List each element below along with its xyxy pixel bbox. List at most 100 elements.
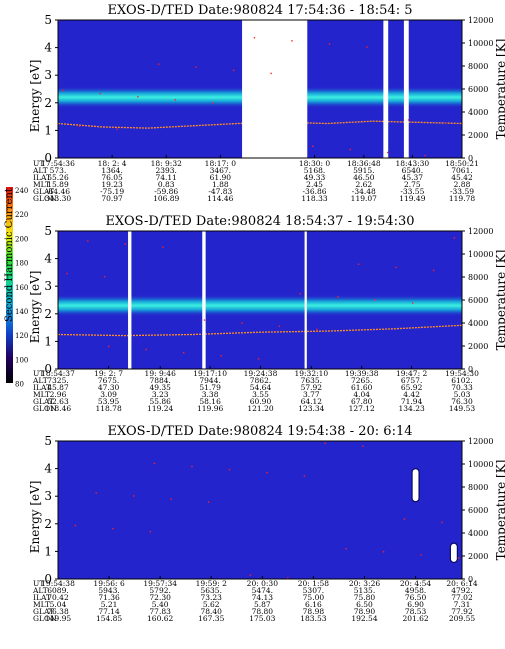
row-label: ILAT	[33, 383, 51, 392]
colorbar-tick-label: 140	[15, 308, 28, 316]
noise-speck	[58, 20, 60, 22]
row-value: 19:32:10	[294, 369, 328, 378]
row-value: 6757.	[401, 376, 422, 385]
row-value: 19:54:38	[41, 579, 75, 588]
spectrogram-panel: EXOS-D/TED Date:980824 19:54:38 - 20: 6:…	[28, 424, 505, 623]
row-label: ALT	[32, 586, 48, 595]
noise-speck	[357, 263, 360, 265]
noise-speck	[445, 122, 447, 124]
row-value: 77.02	[451, 593, 473, 602]
spectrogram-panel: EXOS-D/TED Date:980824 17:54:36 - 18:54:…	[28, 3, 505, 203]
row-value: 134.23	[399, 404, 425, 413]
row-value: 17:54:36	[41, 159, 75, 168]
panel-title: EXOS-D/TED Date:980824 19:54:38 - 20: 6:…	[108, 424, 413, 439]
panels: EXOS-D/TED Date:980824 17:54:36 - 18:54:…	[28, 3, 505, 623]
noise-speck	[212, 102, 214, 104]
row-value: 119.07	[351, 194, 377, 203]
row-value: 5135.	[354, 586, 375, 595]
row-value: 7944.	[199, 376, 220, 385]
row-value: 7061.	[451, 166, 472, 175]
row-value: 7862.	[250, 376, 271, 385]
row-value: 57.92	[301, 383, 323, 392]
y2-tick-label: 2000	[468, 552, 488, 561]
y-axis-label: Energy [eV]	[28, 60, 42, 133]
y-tick-label: 5	[44, 434, 52, 448]
y-tick-label: 1	[44, 334, 52, 348]
row-value: 78.90	[354, 607, 376, 616]
row-value: 183.53	[300, 614, 326, 623]
row-label: UT	[33, 369, 44, 378]
row-value: 54.64	[250, 383, 272, 392]
row-value: 3.23	[152, 390, 169, 399]
panel-title: EXOS-D/TED Date:980824 18:54:37 - 19:54:…	[105, 214, 414, 229]
row-value: 77.14	[98, 607, 120, 616]
noise-speck	[457, 557, 460, 559]
row-value: 175.03	[249, 614, 275, 623]
noise-speck	[395, 266, 397, 269]
row-value: -75.19	[100, 187, 124, 196]
noise-speck	[374, 299, 376, 301]
row-value: 5915.	[353, 166, 374, 175]
row-value: 78.53	[405, 607, 427, 616]
row-value: 4.42	[403, 390, 420, 399]
noise-speck	[328, 43, 331, 45]
noise-speck	[316, 328, 318, 331]
y2-tick-label: 6000	[468, 85, 488, 94]
row-value: 19:47: 2	[396, 369, 428, 378]
row-value: 114.46	[207, 194, 233, 203]
row-value: -33.55	[400, 187, 424, 196]
row-value: -59.86	[154, 187, 178, 196]
row-value: 20: 3:26	[349, 579, 381, 588]
row-value: 19: 9:46	[145, 369, 177, 378]
y2-tick-label: 8000	[468, 483, 488, 492]
y2-tick-label: 4000	[468, 529, 488, 538]
row-value: 1364.	[101, 166, 122, 175]
noise-speck	[149, 530, 152, 533]
row-value: 64.12	[301, 397, 323, 406]
noise-speck	[195, 66, 197, 68]
row-value: 78.40	[200, 607, 222, 616]
row-value: 61.60	[351, 383, 373, 392]
y2-tick-label: 8000	[468, 273, 488, 282]
noise-speck	[382, 551, 385, 553]
row-value: 127.12	[349, 404, 375, 413]
y-tick-label: 2	[44, 517, 52, 531]
row-value: 75.80	[354, 593, 376, 602]
row-value: 19:57:34	[143, 579, 177, 588]
row-value: 76.50	[405, 593, 427, 602]
row-value: 149.53	[449, 404, 475, 413]
row-value: 2393.	[155, 166, 176, 175]
noise-speck	[99, 92, 102, 95]
noise-speck	[253, 37, 256, 39]
y2-tick-label: 8000	[468, 62, 488, 71]
row-value: 19.23	[101, 180, 123, 189]
row-value: 18:17: 0	[205, 159, 237, 168]
noise-speck	[220, 355, 222, 357]
colorbar-label: Second Harmonic Current	[4, 188, 15, 322]
row-value: 2.62	[355, 180, 372, 189]
noise-speck	[78, 125, 81, 127]
colorbar-tick-label: 240	[15, 187, 28, 195]
noise-speck	[137, 95, 139, 98]
row-value: 5.03	[454, 390, 471, 399]
colorbar-tick-label: 120	[15, 332, 28, 340]
row-value: 7325.	[47, 376, 68, 385]
row-value: 6089.	[47, 586, 68, 595]
colorbar-tick-label: 100	[15, 356, 28, 364]
y2-axis-label: Temperature [K]	[494, 39, 505, 140]
row-value: 573.	[50, 166, 67, 175]
y2-tick-label: 0	[468, 154, 473, 163]
noise-speck	[62, 89, 64, 92]
noise-speck	[337, 296, 339, 298]
noise-speck	[74, 524, 77, 527]
row-value: 18:43:30	[396, 159, 430, 168]
y2-tick-label: 12000	[468, 16, 493, 25]
row-value: 118.33	[301, 194, 327, 203]
row-value: 123.34	[298, 404, 324, 413]
y2-tick-label: 6000	[468, 296, 488, 305]
row-label: ALT	[32, 376, 48, 385]
spectrogram-panel: EXOS-D/TED Date:980824 18:54:37 - 19:54:…	[28, 214, 505, 413]
row-value: 20: 1:58	[298, 579, 330, 588]
y2-tick-label: 0	[468, 575, 473, 584]
noise-speck	[424, 154, 426, 157]
